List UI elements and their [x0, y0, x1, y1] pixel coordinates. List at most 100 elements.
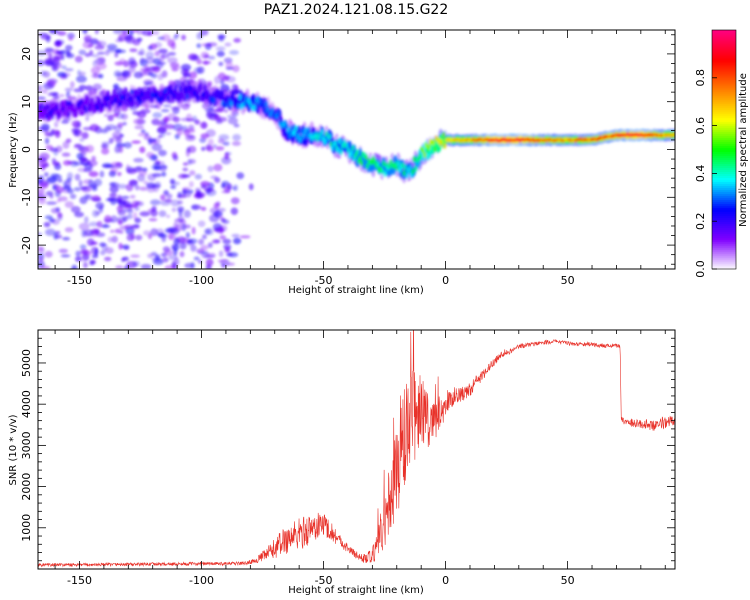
heatmap-noise-cell	[222, 238, 232, 244]
colorbar-band	[712, 245, 736, 248]
heatmap-noise-cell	[109, 185, 119, 193]
heatmap-noise-cell	[54, 121, 59, 128]
heatmap-noise-cell	[103, 126, 112, 132]
heatmap-noise-cell	[170, 65, 181, 71]
colorbar-band	[712, 77, 736, 81]
heatmap-noise-cell	[81, 132, 89, 140]
colorbar-band	[712, 91, 736, 95]
heatmap-noise-cell	[231, 141, 242, 146]
heatmap-noise-cell	[181, 34, 186, 41]
colorbar-band	[712, 30, 736, 33]
heatmap-ridge-cell	[253, 103, 257, 110]
heatmap-ridge-cell	[242, 101, 247, 108]
heatmap-noise-cell	[166, 214, 171, 219]
heatmap-ridge-cell	[138, 99, 143, 106]
colorbar-band	[712, 169, 736, 173]
heatmap-noise-cell	[136, 30, 143, 35]
heatmap-noise-cell	[183, 209, 191, 218]
heatmap-noise-cell	[222, 141, 230, 146]
heatmap-noise-cell	[62, 236, 71, 241]
heatmap-noise-cell	[145, 51, 155, 59]
heatmap-noise-cell	[64, 227, 74, 233]
heatmap-noise-cell	[233, 38, 241, 43]
heatmap-noise-cell	[197, 259, 203, 264]
heatmap-noise-cell	[165, 131, 172, 136]
colorbar-band	[712, 119, 736, 123]
colorbar-band	[712, 93, 736, 97]
spectrogram-y-axis-label: Frequency (Hz)	[8, 112, 19, 188]
colorbar-band	[712, 81, 736, 85]
colorbar-band	[712, 123, 736, 127]
heatmap-noise-cell	[151, 118, 161, 126]
heatmap-noise-cell	[157, 73, 164, 81]
heatmap-noise-cell	[191, 226, 196, 235]
snr-plot-area	[38, 330, 675, 569]
heatmap-noise-cell	[132, 260, 140, 267]
heatmap-ridge-cell	[319, 134, 323, 141]
heatmap-ridge-cell	[114, 96, 118, 103]
colorbar-band	[712, 89, 736, 93]
heatmap-noise-cell	[97, 51, 106, 55]
heatmap-noise-cell	[128, 57, 136, 65]
heatmap-noise-cell	[115, 49, 127, 54]
heatmap-noise-cell	[166, 193, 173, 199]
colorbar-band	[712, 57, 736, 61]
colorbar-band	[712, 211, 736, 214]
heatmap-noise-cell	[201, 121, 207, 129]
heatmap-noise-cell	[44, 228, 56, 236]
heatmap-noise-cell	[69, 193, 77, 200]
heatmap-noise-cell	[113, 70, 122, 78]
heatmap-noise-cell	[103, 113, 109, 118]
heatmap-noise-cell	[190, 244, 197, 252]
colorbar-band	[712, 251, 736, 254]
heatmap-noise-cell	[230, 207, 239, 216]
colorbar-band	[712, 161, 736, 165]
heatmap-ridge-cell	[376, 161, 380, 168]
heatmap-noise-cell	[224, 151, 232, 156]
spectrogram-x-tick-label: -150	[67, 274, 92, 287]
heatmap-ridge-cell	[261, 103, 266, 110]
snr-y-axis-label: SNR (10 * v/v)	[8, 414, 19, 485]
heatmap-ridge-cell	[212, 97, 216, 104]
heatmap-noise-cell	[231, 83, 238, 92]
heatmap-noise-cell	[129, 48, 138, 53]
heatmap-noise-cell	[71, 119, 81, 128]
heatmap-noise-cell	[123, 60, 129, 68]
heatmap-noise-cell	[179, 251, 185, 258]
heatmap-noise-cell	[60, 65, 67, 70]
heatmap-noise-cell	[164, 265, 174, 269]
heatmap-noise-cell	[236, 172, 245, 180]
heatmap-noise-cell	[140, 263, 152, 269]
heatmap-noise-cell	[82, 30, 88, 35]
heatmap-noise-cell	[112, 113, 119, 118]
heatmap-ridge-cell	[405, 172, 409, 179]
heatmap-noise-cell	[73, 88, 84, 93]
heatmap-noise-cell	[62, 180, 68, 188]
heatmap-ridge-cell	[111, 99, 115, 106]
colorbar-band	[712, 141, 736, 145]
heatmap-noise-cell	[128, 66, 136, 73]
colorbar-band	[712, 171, 736, 174]
heatmap-noise-cell	[112, 131, 123, 139]
heatmap-ridge-cell	[402, 170, 406, 177]
heatmap-noise-cell	[79, 137, 85, 142]
heatmap-ridge-cell	[346, 147, 351, 154]
heatmap-noise-cell	[65, 138, 72, 143]
heatmap-noise-cell	[213, 210, 223, 218]
heatmap-noise-cell	[114, 228, 121, 234]
heatmap-noise-cell	[122, 256, 129, 262]
heatmap-noise-cell	[248, 183, 254, 191]
heatmap-noise-cell	[47, 93, 56, 97]
heatmap-ridge-cell	[433, 146, 437, 153]
heatmap-noise-cell	[38, 85, 43, 91]
heatmap-noise-cell	[182, 167, 189, 172]
heatmap-ridge-cell	[338, 138, 342, 145]
heatmap-noise-cell	[189, 170, 196, 176]
heatmap-noise-cell	[158, 48, 168, 54]
heatmap-noise-cell	[144, 132, 149, 137]
heatmap-ridge-cell	[414, 165, 418, 172]
heatmap-noise-cell	[128, 30, 134, 36]
heatmap-ridge-cell	[286, 127, 291, 134]
colorbar-band	[712, 129, 736, 133]
colorbar-band	[712, 265, 736, 268]
